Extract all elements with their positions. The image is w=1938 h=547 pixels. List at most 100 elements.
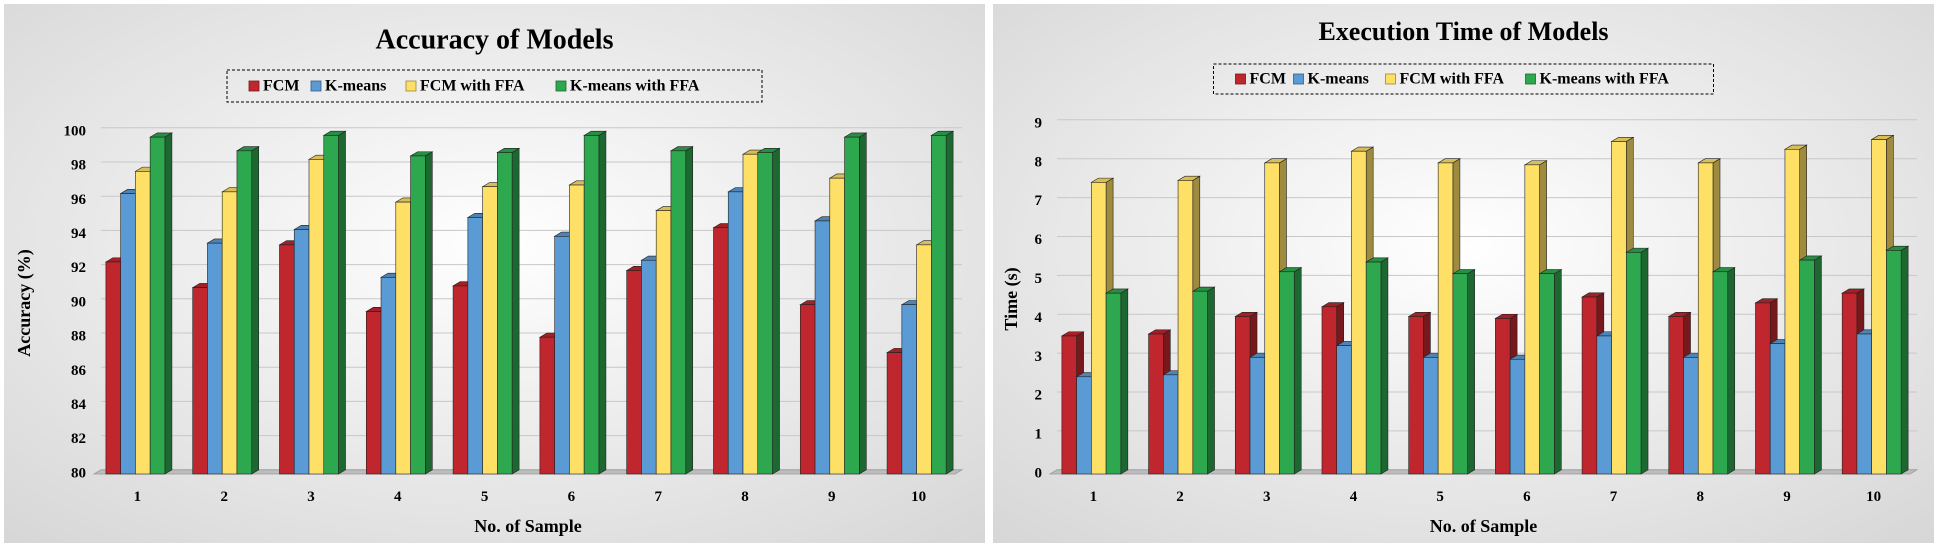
bar-0 [799,304,816,475]
bar-3 [1452,273,1468,475]
bar-2 [1264,162,1280,475]
x-tick-label: 4 [1350,489,1358,505]
x-tick-label: 3 [307,489,315,505]
legend-swatch-3 [1525,73,1536,85]
y-tick-label: 3 [1035,349,1043,365]
bar-3 [931,135,947,475]
y-tick-label: 80 [71,465,86,481]
execution-time-chart: Execution Time of Models FCM K-means FCM wi… [993,4,1934,543]
bar-2 [1351,150,1367,475]
x-tick-label: 9 [828,489,836,505]
bar-0 [452,285,469,475]
x-tick-label: 7 [1610,489,1618,505]
bar-0 [1581,296,1598,475]
bar-1 [727,191,744,475]
legend-label-2: FCM with FFA [1400,71,1505,88]
x-tick-label: 7 [654,489,662,505]
bar-3 [497,152,513,475]
legend-label-2: FCM with FFA [420,78,525,95]
accuracy-chart: Accuracy of Models FCM K-means FCM with FFA… [4,4,985,543]
bar-2 [1437,162,1454,475]
x-tick-label: 4 [394,489,402,505]
bar-3 [236,150,253,475]
legend-label-0: FCM [1250,71,1286,88]
x-tick-label: 1 [1090,489,1098,505]
legend-box [226,69,763,103]
x-tick-label: 10 [1866,489,1881,505]
y-tick-label: 82 [71,431,86,447]
bar-0 [1495,318,1511,475]
legend-label-1: K-means [325,78,386,95]
x-tick-label: 5 [1436,489,1444,505]
bar-side-3 [685,146,694,475]
legend-swatch-1 [310,80,322,92]
y-tick-label: 86 [71,363,87,379]
chart-title: Accuracy of Models [376,24,614,55]
accuracy-chart-panel: Accuracy of Models FCM K-means FCM with FFA… [4,4,985,543]
y-axis-label: Accuracy (%) [14,249,35,356]
bar-2 [1784,148,1800,475]
bar-2 [1091,182,1107,475]
bar-0 [1148,333,1164,475]
legend-label-3: K-means with FFA [1540,71,1670,88]
bar-2 [742,153,759,475]
bar-1 [1076,376,1092,475]
y-tick-label: 88 [71,329,86,345]
y-tick-label: 98 [71,158,86,174]
bar-1 [1336,345,1352,475]
bar-1 [207,242,223,475]
bar-0 [192,287,208,475]
legend-swatch-1 [1293,73,1304,85]
bar-0 [1755,302,1771,475]
bar-side-3 [1380,257,1389,475]
bar-3 [1192,290,1208,475]
bar-3 [1539,273,1555,475]
bar-1 [380,277,397,475]
bar-2 [655,210,672,475]
bar-side-3 [1293,267,1302,475]
bar-3 [670,150,687,475]
bar-3 [1625,252,1642,475]
bar-0 [713,227,729,475]
legend-swatch-2 [1385,73,1396,85]
y-tick-label: 100 [64,123,87,139]
bar-0 [1321,306,1338,475]
bar-3 [1712,271,1729,475]
bar-3 [1365,261,1382,475]
x-tick-label: 9 [1783,489,1791,505]
bar-side-3 [164,132,173,475]
bar-1 [1249,357,1266,475]
y-tick-label: 84 [71,397,87,413]
y-tick-label: 6 [1035,232,1043,248]
bar-3 [1279,271,1295,475]
x-tick-label: 10 [911,489,926,505]
legend-label-3: K-means with FFA [570,78,700,95]
bar-side-3 [859,132,867,475]
x-tick-label: 6 [1523,489,1531,505]
bar-1 [814,220,831,475]
bar-side-3 [511,147,520,475]
bar-1 [1856,333,1872,475]
chart-title: Execution Time of Models [1318,17,1608,46]
y-tick-label: 90 [71,294,86,310]
bar-side-3 [1727,267,1736,475]
x-tick-label: 8 [1697,489,1705,505]
bar-1 [1163,374,1179,475]
bar-3 [323,135,339,475]
bar-3 [1886,250,1902,475]
bar-3 [149,136,166,475]
legend-swatch-0 [248,80,260,92]
x-tick-label: 2 [1176,489,1184,505]
bar-2 [1611,141,1627,475]
bar-1 [467,217,483,475]
bar-side-3 [598,130,607,475]
x-tick-label: 6 [568,489,576,505]
bar-1 [1596,335,1612,475]
legend-swatch-2 [405,80,417,92]
bar-0 [279,244,295,475]
y-tick-label: 7 [1035,193,1043,209]
bar-2 [482,186,498,475]
y-tick-label: 1 [1035,427,1043,443]
bar-side-3 [1120,288,1129,475]
